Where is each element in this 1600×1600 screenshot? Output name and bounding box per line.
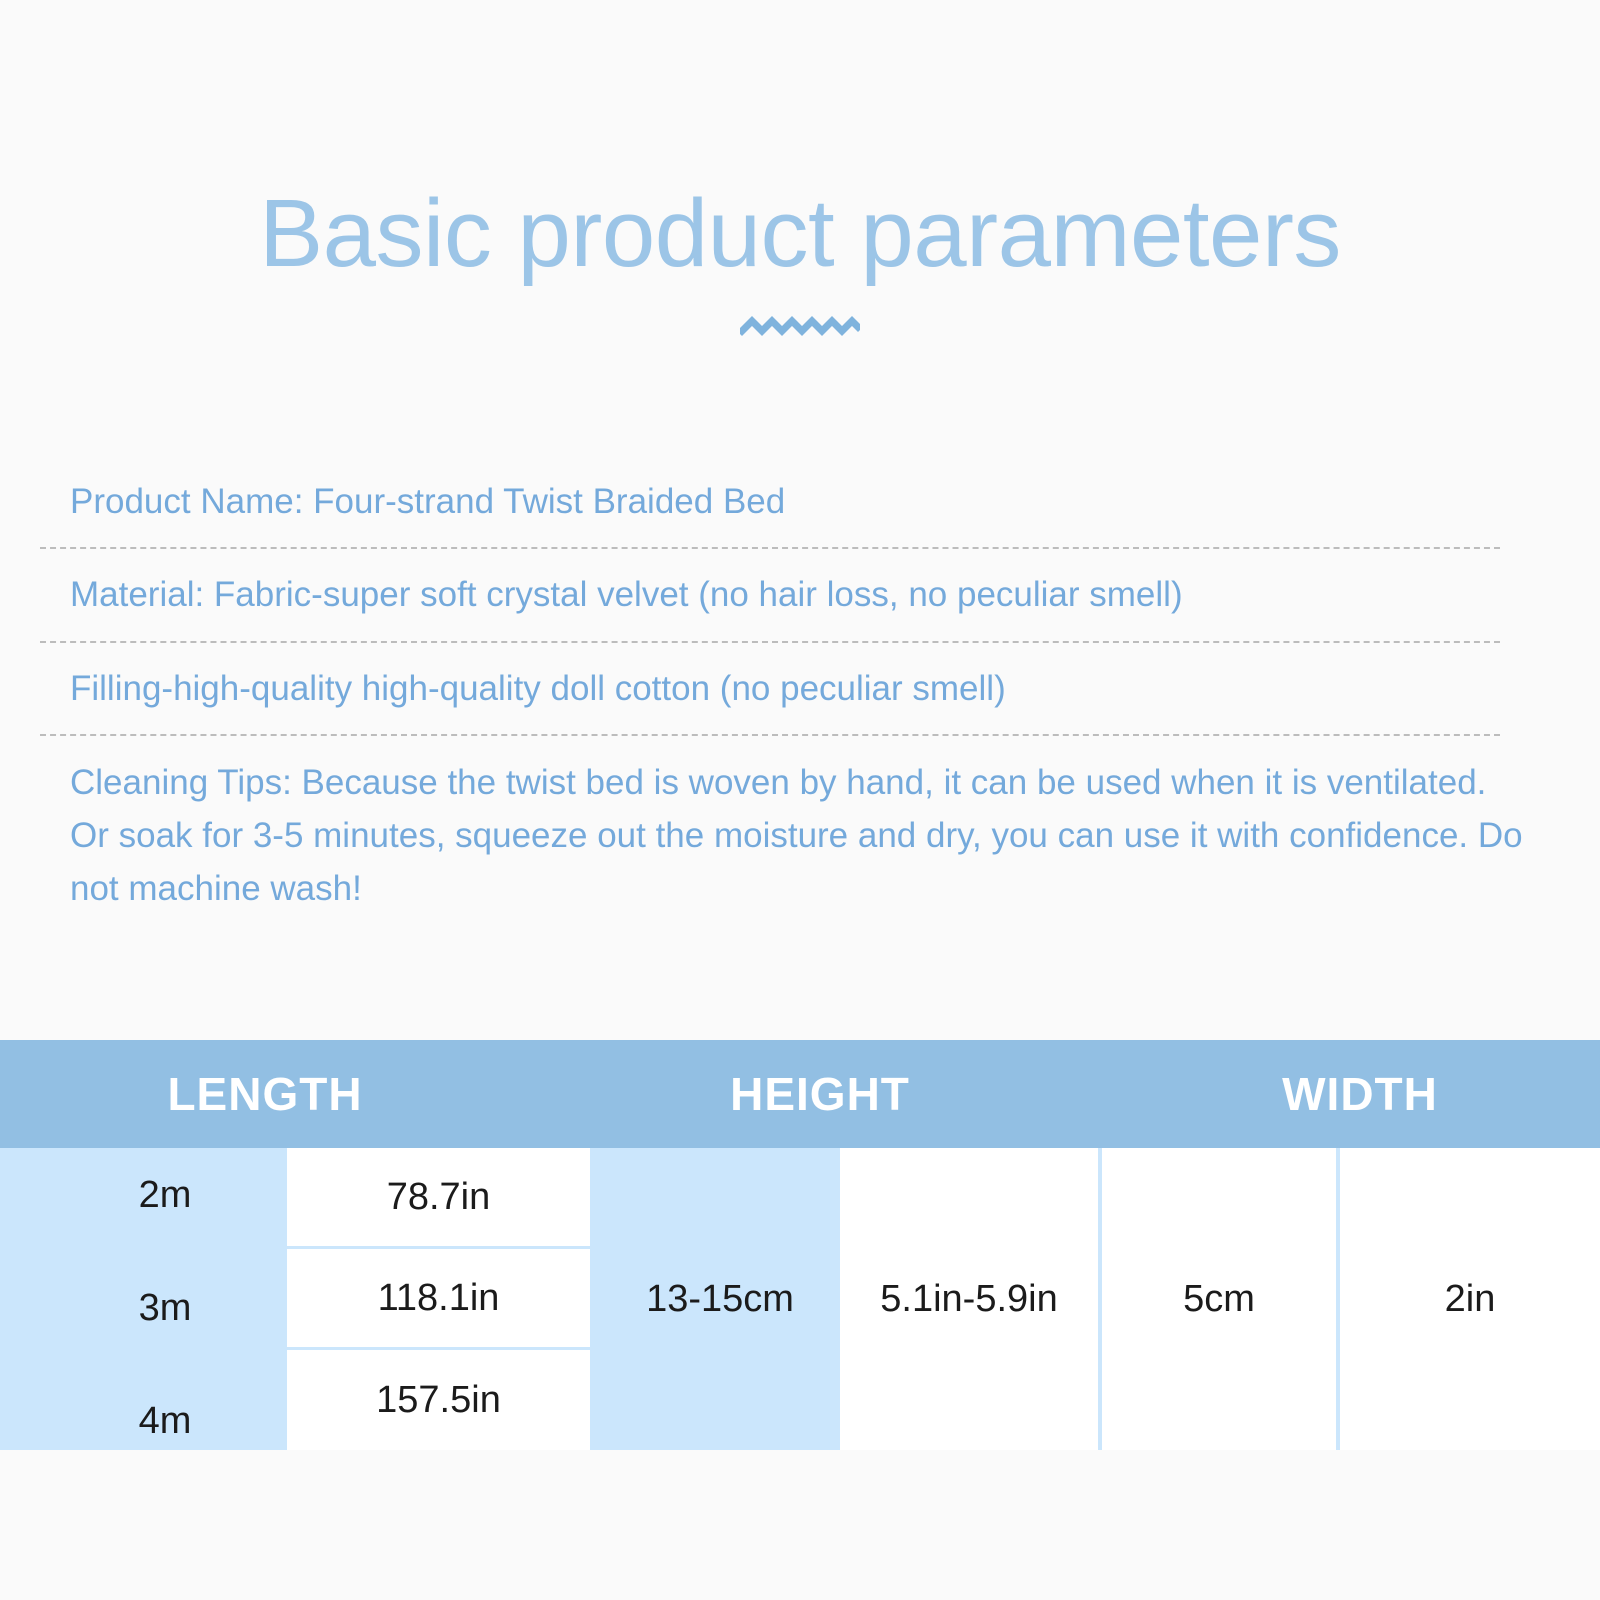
length-metric-value: 4m [138, 1400, 192, 1442]
spec-material: Material: Fabric-super soft crystal velv… [70, 575, 1183, 615]
width-metric-value: 5cm [1102, 1148, 1336, 1450]
column-header-length: LENGTH [167, 1068, 363, 1120]
spec-divider-1 [40, 547, 1500, 550]
zigzag-divider-icon [740, 315, 860, 336]
page-title: Basic product parameters [259, 180, 1341, 287]
height-metric-value: 13-15cm [646, 1277, 794, 1320]
length-metric-value: 3m [138, 1287, 192, 1329]
length-imperial-value: 157.5in [287, 1350, 590, 1450]
length-imperial-value: 78.7in [287, 1148, 590, 1246]
size-table-header-row: LENGTH HEIGHT WIDTH [0, 1040, 1600, 1148]
length-imperial-value: 118.1in [287, 1249, 590, 1347]
spec-divider-2 [40, 640, 1500, 643]
page-header: Basic product parameters [0, 182, 1600, 340]
spec-cleaning-tips: Cleaning Tips: Because the twist bed is … [70, 762, 1523, 909]
spec-divider-3 [40, 733, 1500, 736]
product-spec-list: Product Name: Four-strand Twist Braided … [40, 478, 1523, 915]
spec-filling: Filling-high-quality high-quality doll c… [70, 668, 1006, 708]
size-table-body: 2m 3m 4m 78.7in 118.1in 157.5in 13-15cm … [0, 1148, 1600, 1450]
height-imperial-value: 5.1in-5.9in [840, 1148, 1098, 1450]
size-table: LENGTH HEIGHT WIDTH 2m 3m 4m 78.7in 118.… [0, 1040, 1600, 1450]
width-imperial-value: 2in [1340, 1148, 1600, 1450]
column-header-width: WIDTH [1282, 1068, 1438, 1120]
zigzag-divider [0, 314, 1600, 340]
spec-product-name: Product Name: Four-strand Twist Braided … [70, 482, 786, 521]
column-header-height: HEIGHT [730, 1068, 910, 1120]
length-metric-value: 2m [138, 1174, 192, 1216]
